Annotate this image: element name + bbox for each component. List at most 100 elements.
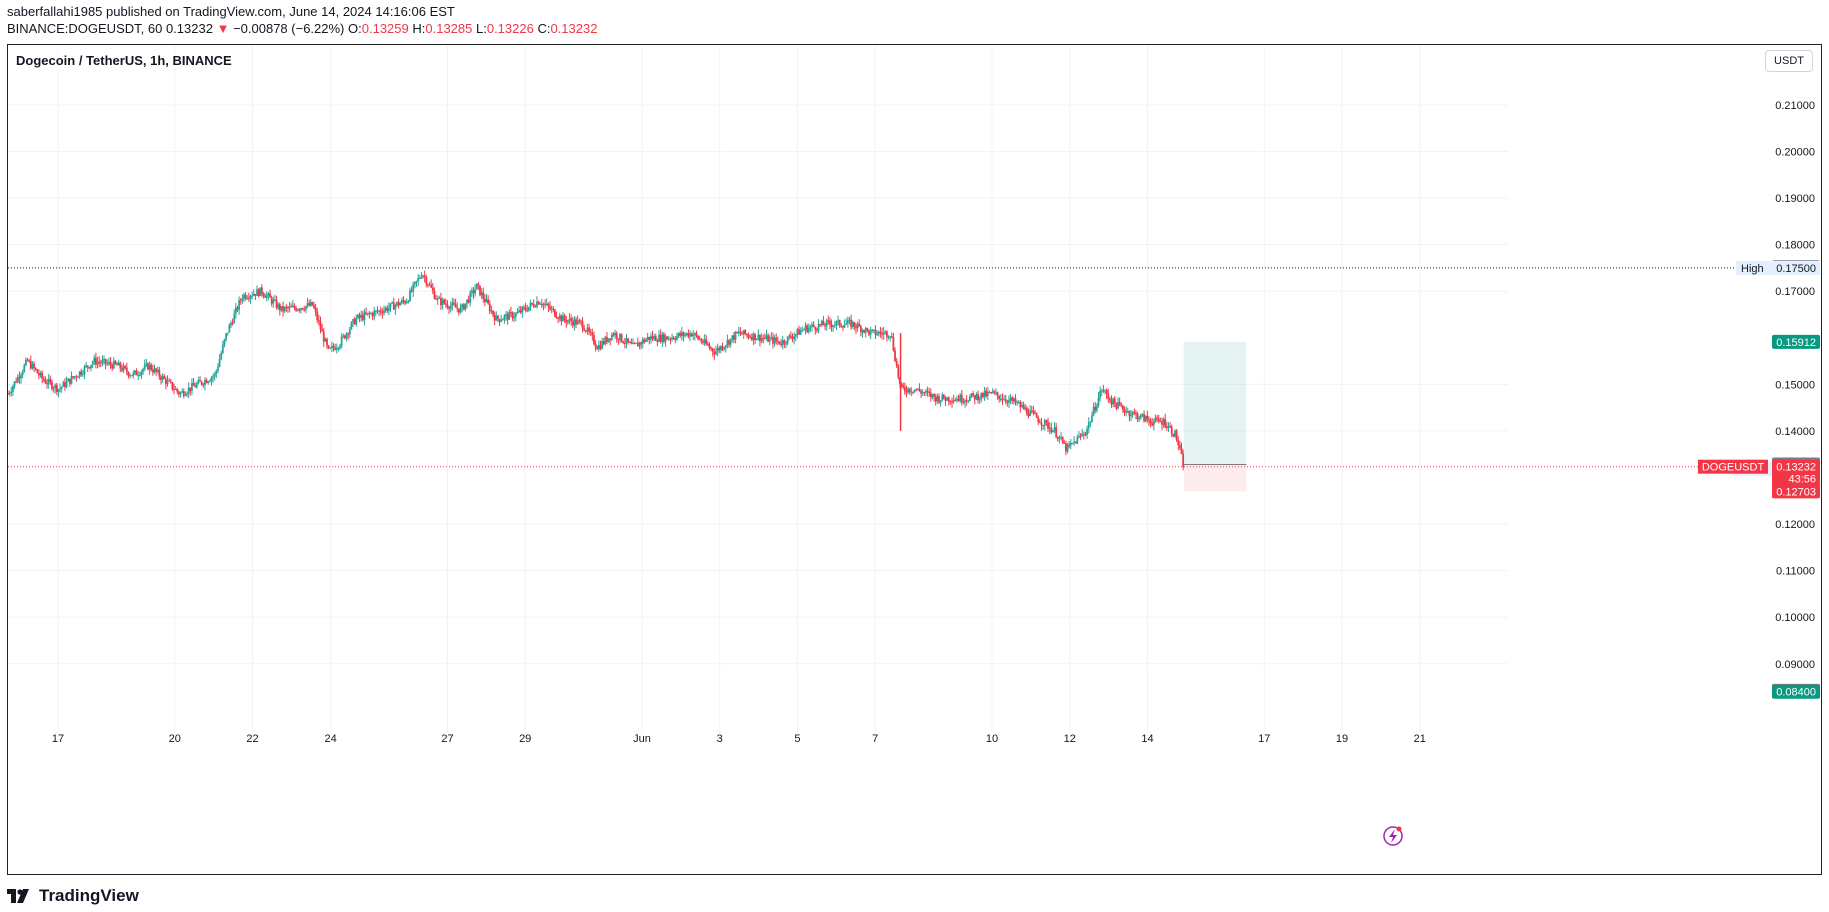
price-tag: 0.12703 xyxy=(1776,486,1816,498)
candle-body xyxy=(480,292,483,296)
candle-body xyxy=(700,339,703,342)
chart-frame[interactable]: 0.09000 0.10000 0.11000 0.12000 0.14000 0.150… xyxy=(7,44,1822,875)
candle-body xyxy=(778,341,781,344)
candle-body xyxy=(70,376,73,384)
candle-body xyxy=(804,325,807,330)
candle-body xyxy=(607,338,610,342)
candle-body xyxy=(715,351,717,355)
candle-body xyxy=(373,311,376,317)
candle-body xyxy=(1024,407,1027,410)
candle-body xyxy=(348,329,351,335)
candle-body xyxy=(612,334,615,336)
candle-body xyxy=(872,329,875,331)
candle-body xyxy=(680,332,683,336)
candle-body xyxy=(1164,419,1167,427)
candle-body xyxy=(972,393,975,396)
candle-body xyxy=(472,290,475,294)
candle-body xyxy=(228,325,231,333)
candle-body xyxy=(549,306,551,310)
candle-body xyxy=(1110,400,1113,405)
candle-body xyxy=(532,304,535,307)
candle-body xyxy=(1045,420,1048,423)
candle-body xyxy=(166,380,169,385)
candle-body xyxy=(586,327,589,332)
candle-body xyxy=(350,322,353,330)
candle-body xyxy=(794,334,797,337)
candle-body xyxy=(158,369,161,377)
y-tick-label: 0.19000 xyxy=(1775,193,1815,205)
candle-body xyxy=(996,392,999,396)
candle-body xyxy=(627,338,630,342)
y-tick-label: 0.12000 xyxy=(1775,519,1815,531)
candle-body xyxy=(244,294,247,299)
candle-body xyxy=(939,400,942,403)
currency-button[interactable]: USDT xyxy=(1765,50,1813,72)
candle-body xyxy=(287,307,289,309)
candle-body xyxy=(667,338,670,340)
candle-body xyxy=(412,284,415,292)
candle-body xyxy=(402,300,405,302)
candle-body xyxy=(116,363,118,366)
candle-body xyxy=(127,372,130,376)
candle-body xyxy=(361,315,364,321)
candle-body xyxy=(1128,411,1131,417)
candle-body xyxy=(101,360,104,364)
candle-body xyxy=(954,400,957,402)
candle-body xyxy=(500,320,503,322)
candle-body xyxy=(731,335,734,339)
open-label: O: xyxy=(348,21,362,36)
candle-body xyxy=(475,283,478,290)
candle-body xyxy=(999,398,1002,400)
candle-body xyxy=(225,333,227,340)
candle-body xyxy=(1118,401,1121,405)
candle-body xyxy=(1113,398,1116,404)
candle-body xyxy=(513,316,516,319)
candle-body xyxy=(142,369,144,372)
candle-body xyxy=(859,326,862,333)
candle-body xyxy=(197,380,200,384)
candle-body xyxy=(1149,420,1152,424)
symbol-label: BINANCE:DOGEUSDT, 60 xyxy=(7,21,163,36)
price-chart[interactable]: 0.09000 0.10000 0.11000 0.12000 0.14000 0.150… xyxy=(8,45,1821,874)
candle-body xyxy=(249,296,252,299)
candle-body xyxy=(693,333,696,336)
candle-body xyxy=(33,363,35,368)
candle-body xyxy=(20,375,22,379)
candle-body xyxy=(944,398,947,401)
price-tag-bg xyxy=(1772,484,1820,499)
candle-body xyxy=(1123,409,1126,413)
x-tick-label: 20 xyxy=(169,733,181,745)
candle-body xyxy=(1017,402,1020,404)
candle-body xyxy=(270,297,273,304)
candle-body xyxy=(1061,436,1064,443)
candle-body xyxy=(544,303,547,305)
candle-body xyxy=(677,333,680,336)
candle-body xyxy=(108,361,110,364)
candle-body xyxy=(177,391,180,395)
candle-body xyxy=(25,359,27,366)
candle-body xyxy=(698,338,701,340)
y-tick-label: 0.17000 xyxy=(1775,286,1815,298)
candle-body xyxy=(964,400,966,403)
candle-body xyxy=(1107,394,1110,399)
candle-body xyxy=(11,386,14,392)
candle-body xyxy=(560,315,563,322)
candle-body xyxy=(423,275,426,278)
candle-body xyxy=(1131,412,1134,415)
candle-body xyxy=(884,331,887,333)
candle-body xyxy=(750,337,753,340)
candle-body xyxy=(10,391,13,394)
candle-body xyxy=(540,303,543,306)
publication-info: saberfallahi1985 published on TradingVie… xyxy=(7,4,455,20)
candle-body xyxy=(41,372,44,379)
candle-body xyxy=(728,340,730,345)
candle-body xyxy=(775,337,778,341)
candle-body xyxy=(407,300,410,302)
candle-body xyxy=(851,322,854,327)
candle-body xyxy=(978,398,981,401)
candle-body xyxy=(96,361,99,365)
candle-body xyxy=(729,338,732,345)
candle-body xyxy=(762,337,765,339)
candle-body xyxy=(949,401,952,403)
candle-body xyxy=(155,368,158,372)
